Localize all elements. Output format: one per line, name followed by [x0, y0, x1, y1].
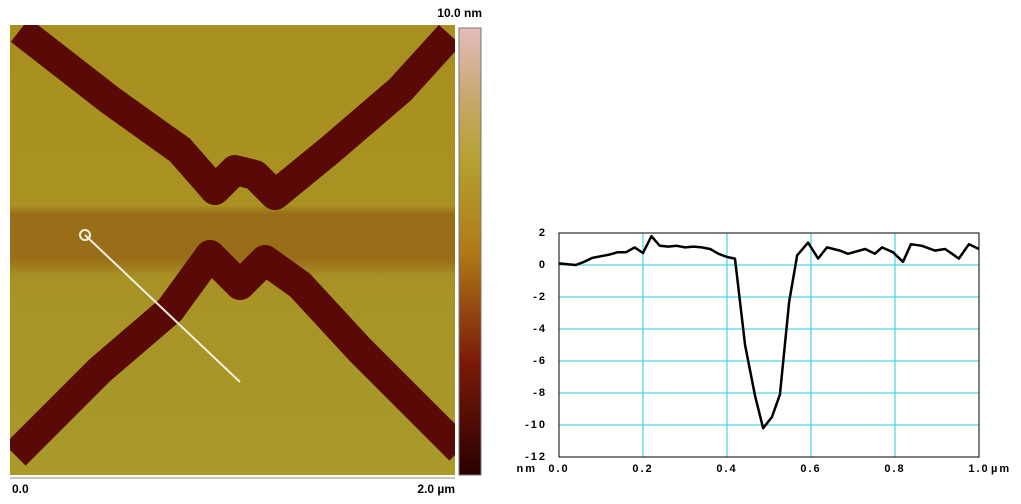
x-tick-label: 0.8 — [884, 463, 905, 475]
y-unit: nm — [517, 463, 538, 475]
colorbar-label: 10.0 nm — [437, 6, 482, 20]
scale-end: 2.0 µm — [417, 482, 455, 496]
y-tick-label: -10 — [525, 419, 547, 431]
afm-image — [10, 25, 455, 475]
x-unit: µm — [991, 463, 1011, 475]
x-tick-label: 0.4 — [716, 463, 737, 475]
plot-frame — [558, 232, 980, 458]
x-tick-label: 0.0 — [548, 463, 569, 475]
y-tick-label: 0 — [539, 259, 547, 271]
y-tick-label: -6 — [533, 355, 547, 367]
colorbar — [458, 27, 482, 476]
profile-chart: 2 0 -2 -4 -6 -8 -10 -120.0 0.2 0.4 0.6 0.8 1.0 nm µm — [517, 227, 1011, 475]
scale-start: 0.0 — [12, 482, 29, 496]
y-tick-label: 2 — [539, 227, 547, 239]
x-tick-label: 0.2 — [632, 463, 653, 475]
plot-frame — [558, 232, 980, 458]
x-tick-label: 0.6 — [800, 463, 821, 475]
x-tick-label: 1.0 — [968, 463, 989, 475]
y-tick-label: -2 — [533, 291, 547, 303]
y-tick-label: -8 — [533, 387, 547, 399]
profile-line — [558, 234, 980, 430]
y-tick-label: -12 — [525, 451, 547, 463]
y-tick-label: -4 — [533, 323, 547, 335]
